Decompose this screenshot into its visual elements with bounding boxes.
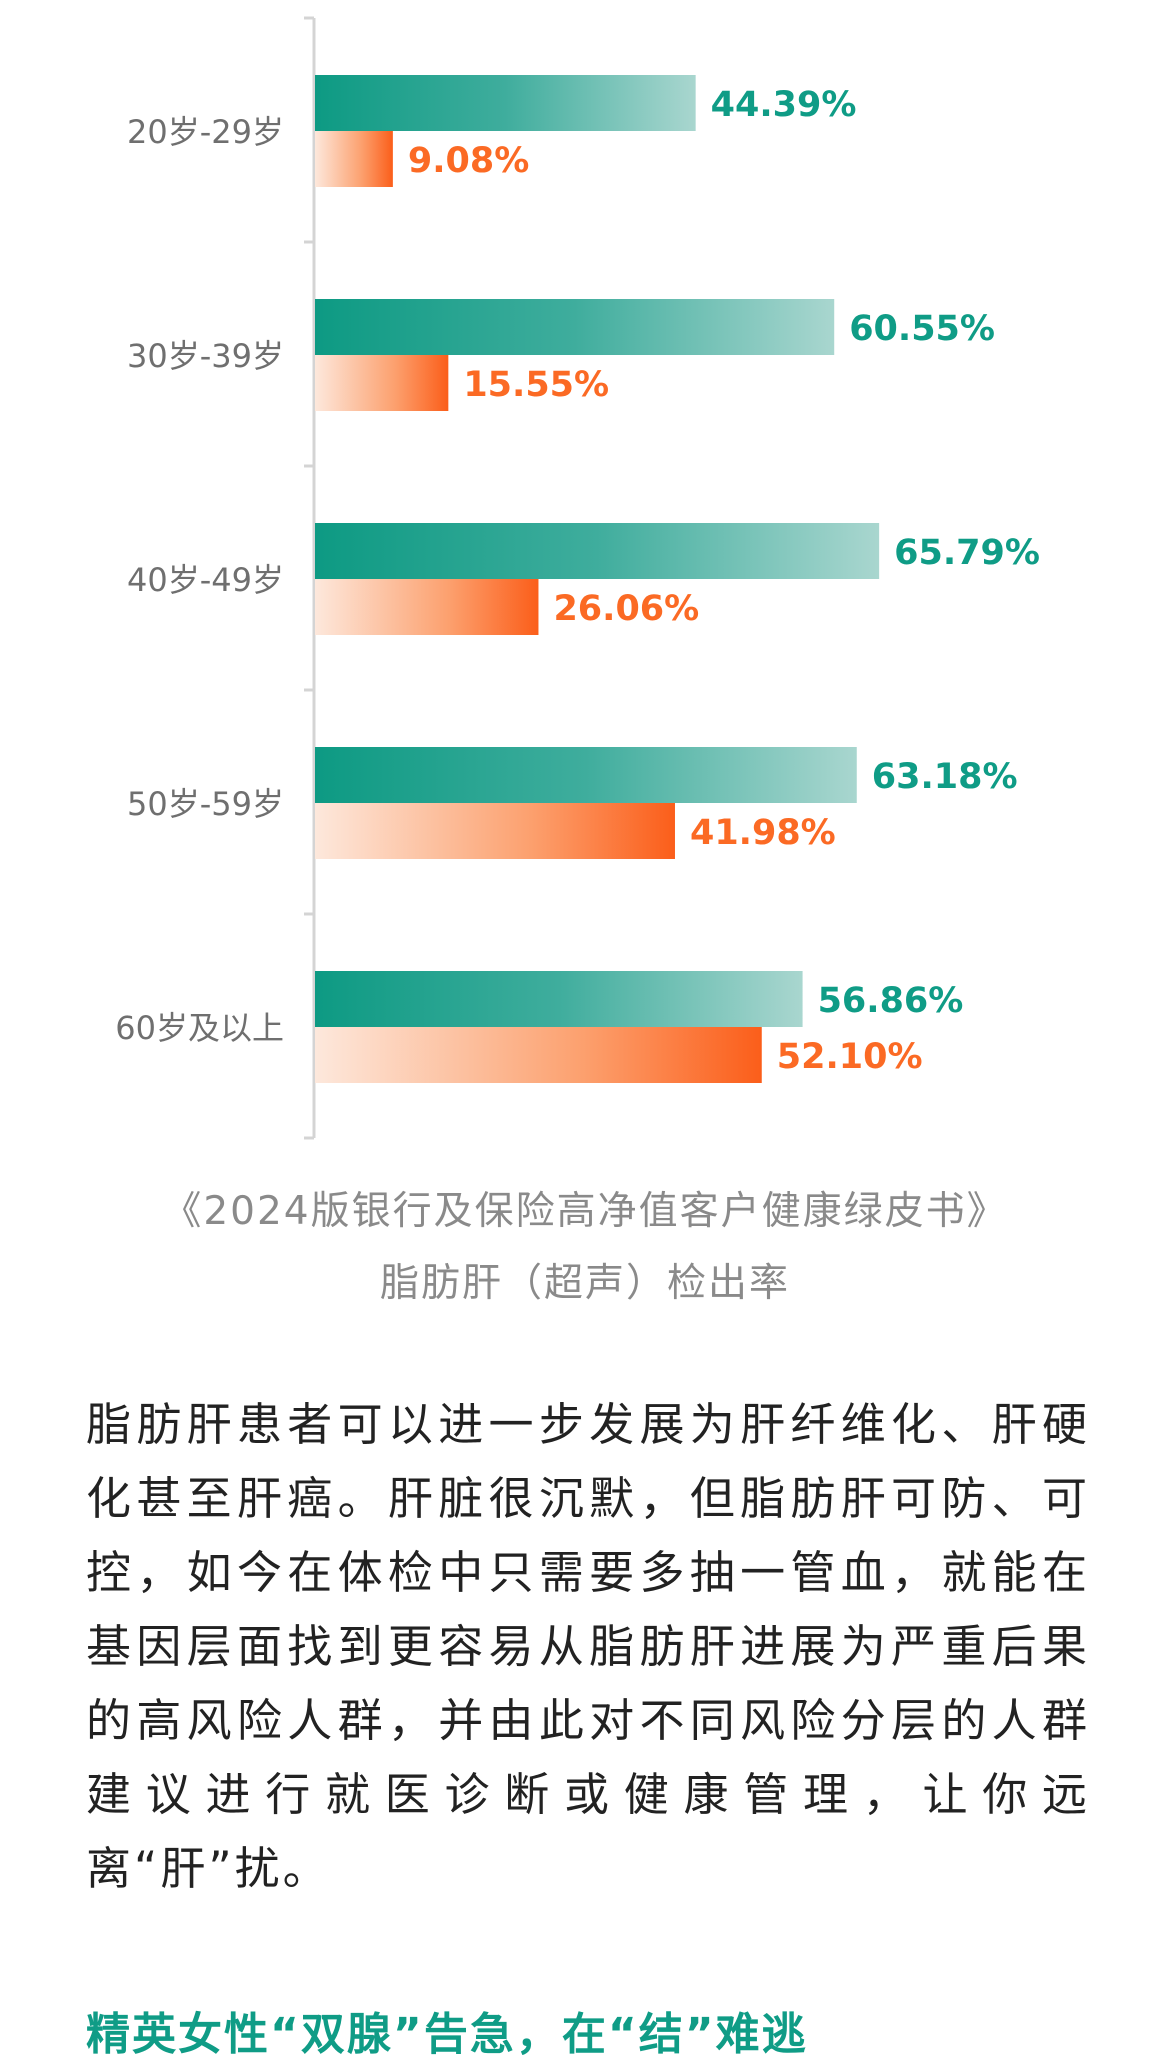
- body-paragraph: 脂肪肝患者可以进一步发展为肝纤维化、肝硬化甚至肝癌。肝脏很沉默，但脂肪肝可防、可…: [86, 1398, 1090, 1895]
- bar-series-1: [315, 299, 835, 355]
- bar-series-1: [315, 75, 696, 131]
- category-label: 50岁-59岁: [127, 785, 284, 823]
- category-label: 30岁-39岁: [127, 337, 284, 375]
- bar-series-1: [315, 971, 803, 1027]
- data-label: 56.86%: [818, 981, 964, 1021]
- data-label: 26.06%: [553, 589, 699, 629]
- data-label: 41.98%: [690, 813, 836, 853]
- category-label: 20岁-29岁: [127, 113, 284, 151]
- data-label: 65.79%: [894, 533, 1040, 573]
- data-label: 15.55%: [463, 365, 609, 405]
- category-label: 60岁及以上: [115, 1009, 284, 1047]
- data-label: 44.39%: [711, 85, 857, 125]
- bar-series-2: [315, 803, 675, 859]
- section-heading: 精英女性“双腺”告急，在“结”难逃: [86, 2009, 808, 2060]
- chart-title-caption: 脂肪肝（超声）检出率: [379, 1261, 790, 1306]
- chart-source-caption: 《2024版银行及保险高净值客户健康绿皮书》: [162, 1189, 1008, 1234]
- data-label: 63.18%: [872, 757, 1018, 797]
- bar-series-1: [315, 747, 857, 803]
- category-label: 40岁-49岁: [127, 561, 284, 599]
- bar-series-2: [315, 1027, 762, 1083]
- data-label: 9.08%: [408, 141, 529, 181]
- bar-chart: 20岁-29岁 44.39% 9.08% 30岁-39岁 60.55% 15.55% 40岁…: [115, 16, 1040, 1140]
- bar-series-2: [315, 579, 539, 635]
- data-label: 60.55%: [849, 309, 995, 349]
- bar-series-1: [315, 523, 880, 579]
- data-label: 52.10%: [777, 1037, 923, 1077]
- bar-series-2: [315, 355, 449, 411]
- bar-series-2: [315, 131, 393, 187]
